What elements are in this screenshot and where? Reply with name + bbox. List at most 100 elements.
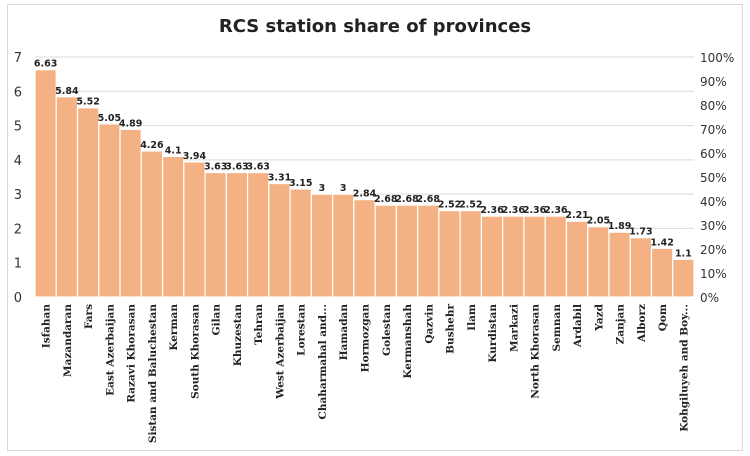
x-tick-label: East Azerbaijan xyxy=(104,304,116,396)
data-label: 5.84 xyxy=(55,86,79,97)
bar xyxy=(353,199,376,298)
x-tick-label: Alborz xyxy=(636,304,648,343)
data-label: 3.94 xyxy=(183,151,207,162)
x-tick-label: Gilan xyxy=(211,304,223,336)
y2-tick-label: 20% xyxy=(700,243,727,257)
data-label: 1.73 xyxy=(629,227,652,238)
data-label: 2.36 xyxy=(502,205,526,216)
x-tick-label: West Azerbaijan xyxy=(274,304,286,400)
chart-title: RCS station share of provinces xyxy=(219,16,531,37)
x-tick-label: Fars xyxy=(83,304,95,329)
x-tick-label: Razavi Khorasan xyxy=(126,304,138,403)
bar xyxy=(672,258,695,298)
data-label: 2.84 xyxy=(353,189,377,200)
x-tick-label: Hormozgan xyxy=(360,304,372,373)
y2-tick-label: 60% xyxy=(700,147,727,161)
data-label: 2.68 xyxy=(395,194,419,205)
bar xyxy=(140,150,164,298)
x-tick-label: Khuzestan xyxy=(232,304,244,367)
data-label: 3 xyxy=(340,183,347,194)
data-label: 3.63 xyxy=(225,162,248,173)
data-label: 3.63 xyxy=(204,162,227,173)
bar xyxy=(332,193,355,298)
data-label: 1.89 xyxy=(608,221,631,232)
y2-tick-label: 50% xyxy=(700,171,727,185)
bar xyxy=(395,204,419,298)
y-tick-label: 0 xyxy=(14,291,22,306)
bar xyxy=(225,171,249,298)
bar xyxy=(608,231,631,298)
bar xyxy=(34,69,57,298)
x-tick-label: Qom xyxy=(657,304,669,331)
bar xyxy=(417,204,440,298)
x-tick-label: Kurdistan xyxy=(487,304,499,363)
y2-tick-label: 30% xyxy=(700,219,727,233)
x-tick-label: Isfahan xyxy=(41,304,53,349)
x-tick-label: Markazi xyxy=(508,304,520,352)
bar xyxy=(119,128,142,298)
y-tick-label: 5 xyxy=(14,120,22,135)
y-tick-label: 4 xyxy=(14,154,22,169)
x-tick-label: Chaharmahal and... xyxy=(317,304,329,420)
y2-tick-label: 90% xyxy=(700,75,727,89)
chart-frame xyxy=(7,4,743,451)
bar xyxy=(502,215,525,298)
x-tick-label: Mazandaran xyxy=(62,304,74,377)
bar xyxy=(459,210,483,298)
data-label: 2.68 xyxy=(374,194,398,205)
bar xyxy=(204,171,227,298)
x-tick-label: Zanjan xyxy=(615,304,627,345)
x-tick-label: Ardabil xyxy=(572,304,584,348)
bar xyxy=(55,96,79,298)
x-tick-label: South Khorasan xyxy=(189,304,201,399)
x-tick-label: Qazvin xyxy=(423,304,435,344)
data-label: 2.36 xyxy=(480,205,504,216)
bar xyxy=(523,215,546,298)
data-label: 2.68 xyxy=(417,194,441,205)
x-tick-label: Kohgiluyeh and Boy... xyxy=(678,304,690,432)
x-tick-label: Bushehr xyxy=(445,304,457,354)
bar xyxy=(268,182,291,298)
x-tick-label: Tehran xyxy=(253,304,265,345)
data-label: 2.36 xyxy=(544,205,568,216)
x-tick-label: Ilam xyxy=(466,304,478,331)
y-tick-label: 3 xyxy=(14,188,22,203)
x-tick-label: Kermanshah xyxy=(402,304,414,379)
y-tick-label: 7 xyxy=(14,51,22,66)
data-label: 2.21 xyxy=(565,210,588,221)
data-label: 6.63 xyxy=(34,59,57,70)
data-label: 5.52 xyxy=(76,97,99,108)
data-label: 2.36 xyxy=(523,205,547,216)
bar xyxy=(246,171,270,298)
y2-tick-label: 80% xyxy=(700,99,727,113)
y2-tick-label: 40% xyxy=(700,195,727,209)
bar xyxy=(76,107,100,298)
data-label: 2.52 xyxy=(459,200,482,211)
data-label: 1.42 xyxy=(650,237,673,248)
bar xyxy=(565,220,589,298)
data-label: 3 xyxy=(319,183,326,194)
data-label: 2.52 xyxy=(438,200,461,211)
x-tick-label: Sistan and Baluchestan xyxy=(147,304,159,443)
bar xyxy=(310,193,334,298)
x-tick-label: North Khorasan xyxy=(530,304,542,399)
data-label: 3.15 xyxy=(289,178,312,189)
bar xyxy=(544,215,568,298)
bar xyxy=(374,204,397,298)
y-tick-label: 2 xyxy=(14,222,22,237)
bar xyxy=(98,123,121,298)
bar xyxy=(183,161,206,298)
bar xyxy=(289,188,312,298)
bar xyxy=(629,237,653,298)
x-tick-label: Golestan xyxy=(381,304,393,356)
y2-tick-label: 0% xyxy=(700,291,719,305)
y2-tick-label: 70% xyxy=(700,123,727,137)
data-label: 3.63 xyxy=(246,162,269,173)
bar xyxy=(480,215,504,298)
data-label: 1.1 xyxy=(675,248,692,259)
data-label: 4.1 xyxy=(165,145,182,156)
y-tick-label: 6 xyxy=(14,85,22,100)
x-tick-label: Lorestan xyxy=(296,304,308,356)
y2-tick-label: 100% xyxy=(700,51,734,65)
